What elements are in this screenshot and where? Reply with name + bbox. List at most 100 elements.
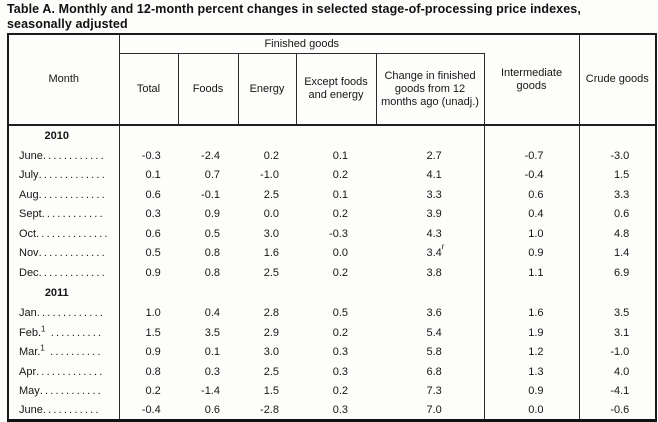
cell-value: -0.3 — [329, 227, 348, 240]
cell-intermediate-goods: 1.1 — [484, 263, 580, 283]
cell-energy: 2.5 — [238, 362, 296, 382]
month-label: June............ — [8, 146, 120, 166]
cell-value: 0.8 — [204, 266, 220, 279]
cell-value: 2.8 — [263, 307, 279, 320]
cell-total: -0.3 — [119, 146, 178, 166]
cell-value: -0.1 — [201, 188, 220, 201]
cell-value: 1.0 — [145, 307, 161, 320]
cell-except-foods-energy: 0.2 — [296, 323, 376, 343]
cell-except-foods-energy: 0.1 — [296, 185, 376, 205]
cell-value: 2.7 — [426, 149, 442, 162]
table-row: Jan............. 1.0 0.4 2.8 0.5 3.6 1.6 3.5 — [8, 303, 656, 324]
month-label: Apr............. — [8, 362, 120, 382]
cell-energy: -2.8 — [238, 401, 296, 421]
cell-value: 0.8 — [204, 247, 220, 260]
cell-foods: 3.5 — [178, 323, 238, 343]
cell-value: 0.1 — [204, 346, 220, 359]
cell-value: 0.2 — [332, 169, 348, 182]
cell-total: 0.8 — [119, 362, 178, 382]
cell-change-12mo: 4.1 — [376, 165, 485, 185]
cell-except-foods-energy-empty — [296, 283, 376, 304]
cell-change-12mo: 5.8 — [376, 342, 485, 362]
cell-intermediate-goods: -0.7 — [484, 146, 580, 166]
cell-value: 7.3 — [426, 385, 442, 398]
cell-crude-goods: 1.5 — [579, 166, 656, 186]
col-header-total: Total — [119, 53, 179, 126]
header-sub-row: Total Foods Energy Except foods and ener… — [8, 53, 656, 126]
cell-value: 0.4 — [528, 208, 544, 221]
cell-value: 1.2 — [528, 346, 544, 359]
cell-value: 0.2 — [332, 266, 348, 279]
cell-change-12mo: 3.6 — [376, 303, 485, 323]
col-header-month: Month — [8, 34, 120, 126]
cell-value: 1.9 — [528, 326, 544, 339]
cell-value: -4.1 — [610, 385, 630, 398]
cell-energy: 3.0 — [238, 224, 296, 244]
cell-foods-empty — [178, 125, 238, 146]
cell-crude-goods: 3.3 — [579, 185, 656, 205]
cell-value: 3.3 — [426, 188, 442, 201]
month-label: Mar.1 .......... — [8, 342, 120, 362]
cell-foods: 0.9 — [178, 205, 238, 225]
cell-energy-empty — [238, 125, 296, 146]
cell-total: 1.0 — [119, 304, 178, 324]
leader-dots: ........... — [42, 404, 101, 416]
col-header-intermediate-goods: Intermediate goods — [484, 34, 580, 126]
leader-dots: .............. — [36, 227, 110, 240]
cell-value: 5.4 — [426, 326, 442, 339]
table-row: Apr............. 0.8 0.3 2.5 0.3 6.8 1.3 4.0 — [8, 362, 656, 382]
cell-crude-goods-empty — [579, 283, 656, 304]
cell-energy: 2.5 — [238, 263, 296, 283]
header-group-row: Month Finished goods Intermediate goods … — [8, 34, 657, 126]
month-text: June — [19, 404, 43, 416]
cell-except-foods-energy: 0.0 — [296, 244, 376, 264]
cell-value: 2.5 — [263, 365, 279, 378]
cell-intermediate-goods: 0.6 — [484, 185, 580, 205]
cell-value: 3.8 — [426, 266, 442, 279]
month-label: May............ — [8, 381, 120, 401]
leader-dots: ............ — [41, 208, 105, 221]
month-label: Jan............. — [8, 303, 120, 323]
cell-value: 0.1 — [332, 149, 348, 162]
cell-change-12mo: 3.9 — [376, 204, 485, 224]
table-row: Oct.............. 0.6 0.5 3.0 -0.3 4.3 1.0 4.8 — [8, 224, 656, 244]
month-label: Oct.............. — [8, 224, 120, 244]
table-row: Sept............ 0.3 0.9 0.0 0.2 3.9 0.4 0.6 — [8, 204, 656, 225]
cell-foods: 0.1 — [178, 343, 238, 363]
month-text: Jan — [19, 307, 37, 320]
cell-foods-empty — [178, 283, 238, 304]
cell-value: 0.9 — [204, 208, 220, 221]
month-label: Sept............ — [8, 204, 120, 224]
cell-except-foods-energy: 0.3 — [296, 343, 376, 363]
cell-foods: -2.4 — [178, 146, 238, 166]
col-header-energy: Energy — [238, 53, 297, 126]
cell-value: 2.9 — [263, 326, 279, 339]
table-row: Dec............. 0.9 0.8 2.5 0.2 3.8 1.1 6.9 — [8, 263, 656, 283]
cell-crude-goods: -4.1 — [579, 382, 656, 402]
cell-value: 0.6 — [613, 208, 630, 221]
cell-value: 2.5 — [263, 266, 279, 279]
cell-value: 0.1 — [332, 188, 348, 201]
year-row: 2010 — [8, 125, 656, 146]
table-row: Aug............. 0.6 -0.1 2.5 0.1 3.3 0.6 3.3 — [8, 185, 656, 205]
cell-value: 4.0 — [613, 365, 630, 378]
cell-foods: 0.7 — [178, 166, 238, 186]
table-row: June............ -0.3 -2.4 0.2 0.1 2.7 -0.7 -3.… — [8, 146, 656, 166]
cell-total: 1.5 — [119, 323, 178, 343]
cell-except-foods-energy: 0.3 — [296, 401, 376, 421]
cell-value: 0.2 — [332, 326, 348, 339]
cell-change-12mo-empty — [376, 125, 485, 146]
cell-except-foods-energy: 0.1 — [296, 146, 376, 166]
cell-intermediate-goods: 1.2 — [484, 342, 580, 362]
cell-energy: 1.6 — [238, 244, 296, 264]
cell-value: 0.9 — [528, 385, 544, 398]
cell-value: 4.1 — [426, 169, 442, 182]
month-label: Dec............. — [8, 263, 120, 283]
month-label: Feb.1 .......... — [8, 323, 120, 343]
cell-change-12mo: 2.7 — [376, 146, 485, 166]
cell-total: 0.5 — [119, 244, 178, 264]
cell-total-empty — [119, 283, 178, 304]
cell-value: 0.9 — [145, 346, 161, 359]
cell-value: 1.5 — [145, 326, 161, 339]
cell-energy: 0.2 — [238, 146, 296, 166]
